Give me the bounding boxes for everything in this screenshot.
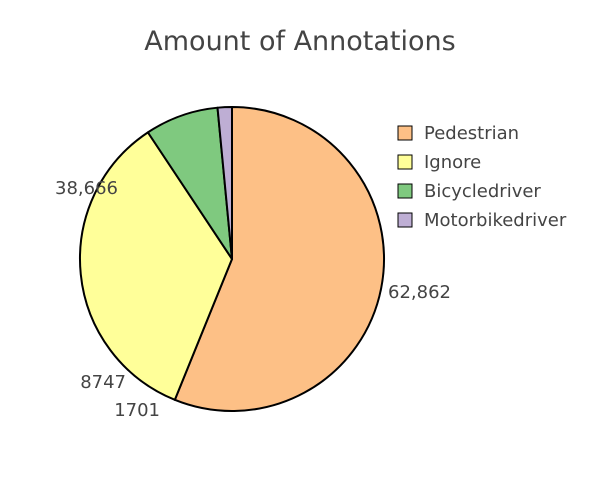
- slice-label-bicycledriver: 8747: [80, 372, 126, 393]
- legend-swatch-pedestrian: [397, 125, 413, 141]
- pie-slice-labels: 62,862 38,666 8747 1701: [55, 178, 451, 421]
- pie-slice-ignore[interactable]: [78, 131, 233, 401]
- legend: Pedestrian Ignore Bicycledriver Motorbikedr…: [397, 123, 567, 231]
- pie-slices: [78, 106, 385, 412]
- legend-item-pedestrian[interactable]: Pedestrian: [397, 123, 519, 144]
- legend-item-bicycledriver[interactable]: Bicycledriver: [397, 181, 541, 202]
- legend-item-ignore[interactable]: Ignore: [397, 152, 481, 173]
- legend-label-motorbikedriver: Motorbikedriver: [424, 210, 567, 231]
- pie-slice-pedestrian[interactable]: [173, 106, 385, 412]
- slice-label-motorbikedriver: 1701: [114, 400, 160, 421]
- legend-swatch-ignore: [397, 154, 413, 170]
- chart-title: Amount of Annotations: [144, 26, 455, 57]
- legend-label-ignore: Ignore: [424, 152, 481, 173]
- legend-swatch-motorbikedriver: [397, 212, 413, 228]
- legend-label-pedestrian: Pedestrian: [424, 123, 519, 144]
- slice-label-ignore: 38,666: [55, 178, 118, 199]
- legend-item-motorbikedriver[interactable]: Motorbikedriver: [397, 210, 567, 231]
- legend-label-bicycledriver: Bicycledriver: [424, 181, 541, 202]
- pie-slice-motorbikedriver[interactable]: [216, 106, 233, 260]
- slice-label-pedestrian: 62,862: [388, 282, 451, 303]
- legend-swatch-bicycledriver: [397, 183, 413, 199]
